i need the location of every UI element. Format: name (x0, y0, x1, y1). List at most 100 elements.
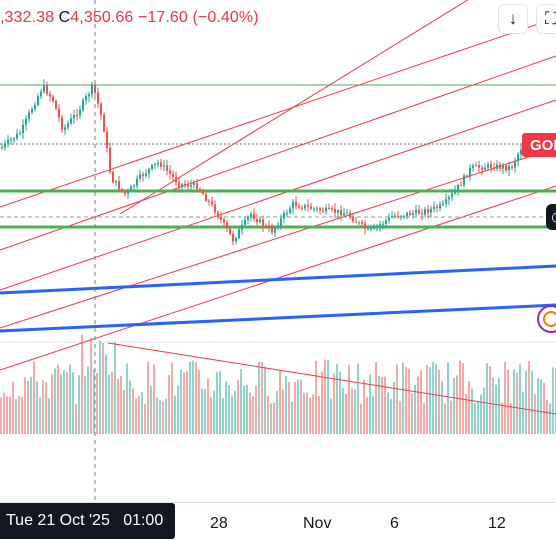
candle-body (55, 100, 57, 109)
volume-bar (363, 379, 365, 434)
candle-body (412, 213, 414, 215)
candle-body (313, 208, 315, 210)
volume-bar (138, 395, 140, 434)
volume-bar (384, 376, 386, 434)
volume-bar (459, 360, 461, 434)
volume-bar (30, 376, 32, 434)
candle-body (151, 164, 153, 169)
volume-bar (33, 361, 35, 434)
candle-body (397, 215, 399, 217)
candle-body (343, 213, 345, 216)
volume-bar (66, 371, 68, 434)
arrow-down-button[interactable]: ↓ (498, 4, 528, 34)
candle-body (133, 185, 135, 187)
volume-bar (69, 364, 71, 434)
volume-bar (54, 368, 56, 434)
candle-body (364, 223, 366, 229)
candle-body (469, 167, 471, 177)
volume-bar (345, 393, 347, 434)
volume-bar (156, 397, 158, 434)
candle-body (310, 206, 312, 209)
candle-body (175, 176, 177, 183)
symbol-price-tag-label: GOL (530, 136, 556, 154)
volume-bar (117, 378, 119, 434)
candle-body (268, 226, 270, 229)
volume-bar (453, 378, 455, 434)
candle-body (85, 96, 87, 101)
volume-bar (462, 363, 464, 434)
volume-bar (417, 376, 419, 434)
avatar[interactable] (537, 305, 556, 333)
volume-bar (306, 392, 308, 434)
candle-body (61, 117, 63, 130)
candle-body (184, 183, 186, 185)
volume-bar (348, 364, 350, 434)
candle-body (157, 162, 159, 164)
candle-body (496, 164, 498, 169)
candle-body (433, 206, 435, 209)
candle-body (91, 84, 93, 95)
close-value: 4,350.66 (70, 9, 134, 26)
candle-body (169, 170, 171, 174)
volume-bar (243, 385, 245, 434)
candle-body (229, 228, 231, 234)
volume-bar (177, 385, 179, 434)
price-change: −17.60 (−0.40%) (137, 9, 259, 26)
volume-bar (201, 388, 203, 434)
volume-bar (18, 396, 20, 434)
volume-bar (171, 362, 173, 434)
volume-bar (435, 363, 437, 434)
volume-bar (465, 394, 467, 434)
candle-body (124, 190, 126, 194)
volume-bar (333, 373, 335, 434)
candle-body (19, 133, 21, 135)
candle-body (109, 147, 111, 172)
candle-body (160, 162, 162, 167)
volume-bar (423, 403, 425, 434)
candle-body (1, 147, 3, 149)
volume-bar (537, 377, 539, 434)
candle-body (31, 109, 33, 113)
volume-bar (288, 382, 290, 434)
candle-body (454, 190, 456, 194)
fullscreen-icon: ⛶ (545, 9, 556, 28)
candle-body (121, 189, 123, 191)
candle-body (394, 215, 396, 217)
candle-body (73, 114, 75, 119)
volume-bar (102, 342, 104, 434)
volume-bar (105, 354, 107, 434)
volume-bar (27, 381, 29, 434)
volume-bar (234, 390, 236, 434)
volume-bar (390, 398, 392, 434)
candle-body (289, 208, 291, 214)
volume-bar (84, 376, 86, 434)
volume-bar (396, 364, 398, 434)
candle-body (517, 154, 519, 162)
volume-bar (477, 401, 479, 434)
volume-bar (291, 401, 293, 434)
candle-body (325, 207, 327, 212)
alert-clock-icon[interactable]: ◷ (546, 204, 556, 230)
volume-bar (96, 372, 98, 434)
volume-bar (48, 398, 50, 434)
candle-body (346, 212, 348, 214)
volume-bar (495, 384, 497, 434)
volume-bar (294, 381, 296, 434)
symbol-price-tag: GOL (522, 133, 556, 157)
volume-bar (309, 397, 311, 434)
channel-line (119, 0, 469, 215)
candle-body (247, 217, 249, 220)
volume-bar (75, 403, 77, 434)
volume-bar (144, 403, 146, 434)
volume-bar (474, 403, 476, 434)
candle-body (259, 219, 261, 223)
fullscreen-button[interactable]: ⛶ (536, 4, 556, 34)
candle-body (166, 165, 168, 171)
candle-body (64, 127, 66, 130)
candle-body (256, 219, 258, 223)
candle-body (475, 165, 477, 167)
candle-body (328, 207, 330, 209)
candle-body (502, 165, 504, 169)
candle-body (253, 213, 255, 220)
